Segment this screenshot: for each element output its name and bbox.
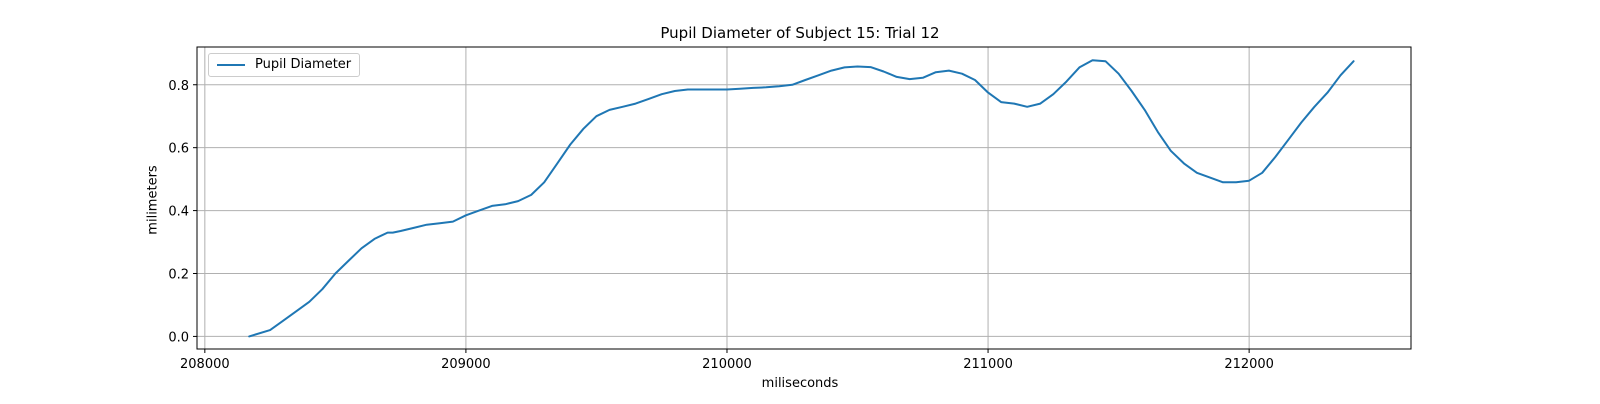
axis-ticks: 208000 209000 210000 211000 212000 0.0 0.2 0.4 0…: [168, 79, 1274, 372]
y-axis-label: milimeters: [145, 165, 161, 235]
legend-line-swatch: [217, 63, 245, 66]
y-tick-label: 0.4: [168, 205, 189, 220]
grid-lines: [197, 47, 1411, 349]
y-tick-label: 0.6: [168, 142, 189, 157]
series-line-pupil-diameter: [248, 59, 1355, 338]
series-layer: [248, 59, 1355, 338]
legend-label-pupil-diameter: Pupil Diameter: [255, 57, 352, 72]
y-tick-label: 0.8: [168, 79, 189, 94]
x-tick-label: 211000: [963, 357, 1013, 372]
legend: Pupil Diameter: [208, 53, 361, 77]
plot-area-frame: [196, 46, 1412, 350]
x-tick-label: 212000: [1224, 357, 1274, 372]
x-tick-label: 210000: [702, 357, 752, 372]
x-axis-label: miliseconds: [761, 376, 839, 391]
y-tick-label: 0.0: [168, 330, 189, 345]
y-tick-label: 0.2: [168, 268, 189, 283]
chart-title: Pupil Diameter of Subject 15: Trial 12: [660, 24, 940, 42]
x-tick-label: 208000: [180, 357, 230, 372]
x-tick-label: 209000: [441, 357, 491, 372]
